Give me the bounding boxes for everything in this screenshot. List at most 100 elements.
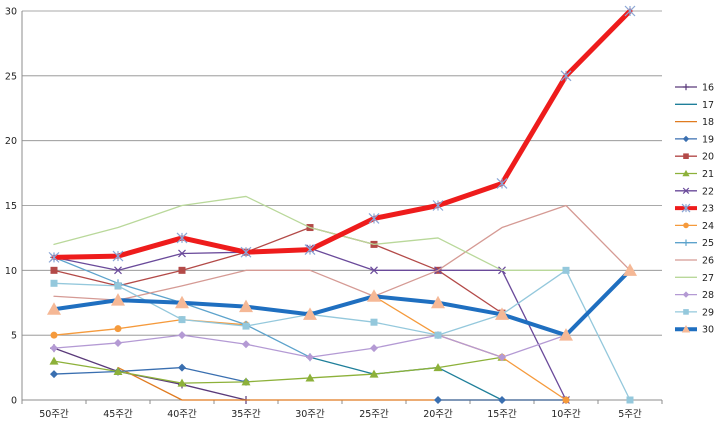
data-point <box>113 366 123 375</box>
data-point <box>50 279 58 287</box>
series-28 <box>50 331 570 362</box>
series-line <box>53 318 247 336</box>
legend-label: 27 <box>702 273 714 284</box>
data-point <box>50 266 58 274</box>
series-line <box>117 366 567 401</box>
data-point <box>370 344 378 353</box>
data-point <box>498 396 506 404</box>
data-point <box>178 331 186 340</box>
legend-label: 19 <box>702 134 714 145</box>
data-point <box>114 338 122 347</box>
legend-item: 24 <box>675 221 714 232</box>
legend-item: 19 <box>675 134 714 145</box>
legend-label: 23 <box>702 204 714 215</box>
data-point <box>683 222 689 229</box>
series-21 <box>49 352 507 387</box>
series-line <box>52 268 632 338</box>
y-tick-label: 0 <box>11 396 17 407</box>
data-point <box>112 250 124 262</box>
y-tick-label: 10 <box>5 266 17 277</box>
data-point <box>177 378 187 387</box>
data-point <box>495 307 509 320</box>
series-30 <box>47 263 637 341</box>
data-point <box>682 169 690 177</box>
data-point <box>178 316 186 324</box>
series-line <box>53 356 503 384</box>
series-26 <box>53 204 631 301</box>
data-point <box>367 289 381 302</box>
legend-item: 21 <box>675 169 714 180</box>
legend-item: 23 <box>675 204 714 215</box>
legend-item: 16 <box>675 83 714 94</box>
data-point <box>305 373 315 382</box>
data-point <box>47 302 61 315</box>
legend: 16 17 18 19 20 21 22 23 24 25 26 27 28 29 30 <box>675 83 714 336</box>
data-point <box>303 307 317 320</box>
x-tick-label: 5주간 <box>618 409 642 420</box>
x-tick-label: 40주간 <box>167 409 197 420</box>
legend-item: 17 <box>675 100 714 111</box>
data-point <box>176 232 188 244</box>
data-point <box>242 322 250 330</box>
data-point <box>559 328 573 341</box>
series-line <box>53 347 247 401</box>
series-line <box>53 226 503 314</box>
legend-label: 17 <box>702 100 714 111</box>
data-point <box>496 178 508 189</box>
data-point <box>111 293 125 306</box>
data-point <box>370 266 378 275</box>
x-tick-labels: 50주간 45주간 40주간 35주간 30주간 25주간 20주간 15주간 10주간 5주간 <box>39 409 642 420</box>
y-tick-label: 5 <box>11 331 17 342</box>
legend-item: 20 <box>675 152 714 163</box>
data-point <box>560 70 572 82</box>
data-point <box>49 356 59 365</box>
data-point <box>114 325 122 333</box>
legend-label: 22 <box>702 186 714 197</box>
data-point <box>562 266 570 274</box>
series-lines <box>47 5 637 404</box>
data-point <box>431 295 445 309</box>
data-point <box>114 282 122 290</box>
x-tick-label: 10주간 <box>551 409 581 420</box>
data-point <box>178 249 186 258</box>
legend-item: 22 <box>675 186 714 197</box>
data-point <box>624 5 636 17</box>
data-point <box>623 263 637 276</box>
legend-label: 26 <box>702 256 714 267</box>
data-point <box>178 363 186 372</box>
data-point <box>242 340 250 349</box>
series-27 <box>53 195 567 271</box>
data-point <box>50 370 58 379</box>
series-line <box>51 8 633 260</box>
data-point <box>50 331 58 339</box>
data-point <box>434 331 442 339</box>
series-line <box>53 204 631 301</box>
legend-label: 24 <box>702 221 714 232</box>
series-23 <box>48 5 636 263</box>
y-tick-labels: 0 5 10 15 20 25 30 <box>5 7 17 407</box>
x-tick-label: 15주간 <box>487 409 517 420</box>
legend-label: 21 <box>702 169 714 180</box>
data-point <box>432 200 444 211</box>
data-point <box>682 291 690 298</box>
data-point <box>498 353 506 362</box>
data-point <box>682 135 690 143</box>
x-tick-label: 20주간 <box>423 409 453 420</box>
legend-item: 29 <box>675 307 714 318</box>
data-point <box>682 187 690 195</box>
series-18 <box>117 366 567 401</box>
series-line <box>309 356 503 401</box>
x-tick-label: 25주간 <box>359 409 389 420</box>
x-tick-label: 30주간 <box>295 409 325 420</box>
legend-label: 29 <box>702 307 714 318</box>
legend-item: 18 <box>675 117 714 128</box>
data-point <box>434 396 442 404</box>
legend-item: 28 <box>675 290 714 301</box>
data-point <box>370 318 378 326</box>
data-point <box>681 325 691 333</box>
x-tick-label: 45주간 <box>103 409 133 420</box>
data-point <box>368 213 380 224</box>
data-point <box>369 369 379 378</box>
